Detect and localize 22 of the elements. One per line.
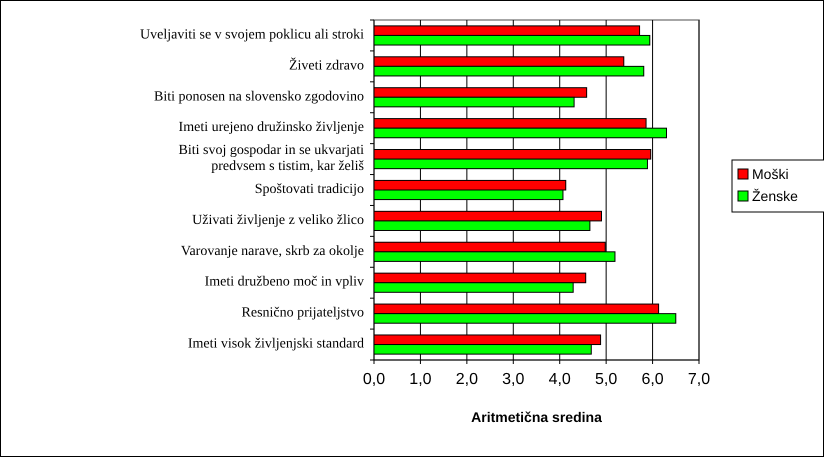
x-tick-label: 6,0 — [641, 371, 664, 388]
x-axis-title: Aritmetična sredina — [471, 409, 602, 425]
y-tick-label: Varovanje narave, skrb za okolje — [180, 244, 364, 260]
y-tick-label: Spoštovati tradicijo — [254, 182, 364, 198]
y-tick-label: Imeti visok življenjski standard — [188, 336, 364, 352]
y-tick-label: Imeti družbeno moč in vpliv — [204, 274, 364, 290]
x-tick-label: 5,0 — [595, 371, 618, 388]
y-tick-label: Biti svoj gospodar in se ukvarjati predvsem s tistim, kar želiš — [178, 143, 365, 174]
x-tick-label: 1,0 — [409, 371, 432, 388]
x-tick-label: 4,0 — [548, 371, 571, 388]
x-tick-label: 2,0 — [456, 371, 478, 388]
y-tick-label: Živeti zdravo — [288, 56, 364, 74]
y-tick-label: Uživati življenje z veliko žlico — [192, 213, 364, 228]
x-tick-label: 0,0 — [362, 371, 386, 388]
x-tick-label: 7,0 — [688, 371, 710, 388]
legend-label: Moški — [752, 166, 789, 182]
y-tick-label: Resnično prijateljstvo — [242, 306, 364, 321]
legend-label: Ženske — [752, 188, 798, 204]
y-tick-label: Uveljaviti se v svojem poklicu ali stroki — [140, 28, 364, 43]
y-tick-label: Biti ponosen na slovensko zgodovino — [154, 89, 364, 104]
x-tick-label: 3,0 — [502, 371, 525, 388]
y-tick-label: Imeti urejeno družinsko življenje — [178, 120, 364, 136]
